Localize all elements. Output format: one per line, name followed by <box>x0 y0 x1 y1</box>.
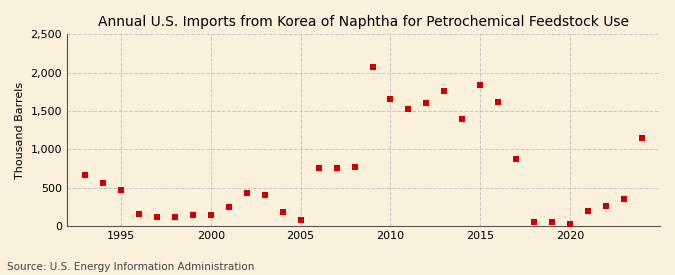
Point <box>331 166 342 170</box>
Y-axis label: Thousand Barrels: Thousand Barrels <box>15 82 25 179</box>
Point <box>313 166 324 170</box>
Point <box>385 97 396 102</box>
Point <box>367 65 378 70</box>
Point <box>115 188 126 192</box>
Point <box>80 172 90 177</box>
Text: Source: U.S. Energy Information Administration: Source: U.S. Energy Information Administ… <box>7 262 254 272</box>
Point <box>151 214 162 219</box>
Point <box>547 219 558 224</box>
Point <box>403 107 414 112</box>
Point <box>457 117 468 122</box>
Point <box>223 205 234 210</box>
Point <box>98 181 109 185</box>
Point <box>529 219 539 224</box>
Point <box>421 100 432 105</box>
Point <box>511 157 522 161</box>
Point <box>295 218 306 222</box>
Point <box>637 136 647 140</box>
Point <box>169 215 180 220</box>
Point <box>619 197 630 201</box>
Point <box>349 165 360 169</box>
Point <box>242 191 252 195</box>
Title: Annual U.S. Imports from Korea of Naphtha for Petrochemical Feedstock Use: Annual U.S. Imports from Korea of Naphth… <box>98 15 629 29</box>
Point <box>205 213 216 217</box>
Point <box>134 212 144 217</box>
Point <box>601 204 612 208</box>
Point <box>583 209 593 213</box>
Point <box>439 89 450 93</box>
Point <box>188 213 198 217</box>
Point <box>475 83 486 87</box>
Point <box>565 221 576 226</box>
Point <box>259 193 270 197</box>
Point <box>277 210 288 214</box>
Point <box>493 100 504 104</box>
